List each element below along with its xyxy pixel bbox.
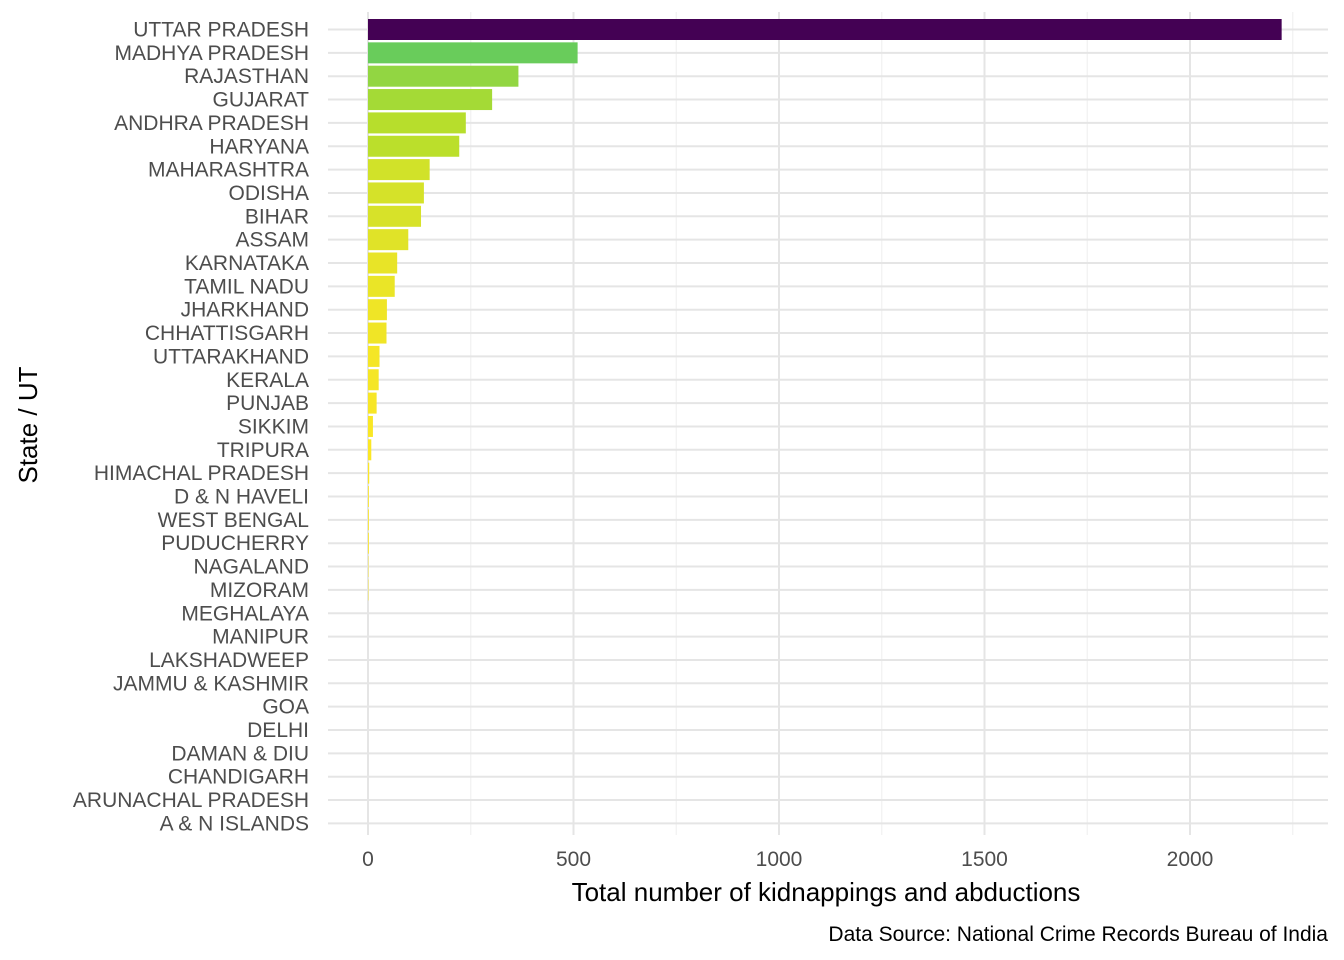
x-axis-tick-labels: 0 500 1000 1500 2000	[362, 848, 1213, 871]
y-tick-label: ASSAM	[235, 229, 309, 252]
y-tick-label: TAMIL NADU	[184, 275, 309, 298]
y-tick-label: DELHI	[247, 719, 309, 742]
y-tick-label: CHANDIGARH	[168, 766, 309, 789]
y-tick-label: WEST BENGAL	[158, 509, 309, 532]
x-axis-title: Total number of kidnappings and abductio…	[572, 877, 1081, 907]
bar-bihar	[368, 205, 422, 227]
y-tick-label: A & N ISLANDS	[160, 812, 309, 835]
bar-puducherry	[368, 532, 369, 554]
bar-uttarakhand	[368, 345, 380, 367]
bar-uttar-pradesh	[368, 19, 1282, 40]
y-tick-label: HARYANA	[209, 135, 309, 158]
bar-tamil-nadu	[368, 275, 395, 297]
bar-jharkhand	[368, 299, 387, 321]
y-tick-label: DAMAN & DIU	[171, 742, 309, 765]
bar-karnataka	[368, 252, 398, 274]
y-tick-label: GOA	[262, 696, 309, 719]
y-tick-label: CHHATTISGARH	[145, 322, 309, 345]
bar-west-bengal	[368, 509, 369, 531]
bar-sikkim	[368, 415, 373, 437]
x-tick-label: 0	[362, 848, 374, 871]
y-tick-label: MANIPUR	[212, 626, 309, 649]
y-tick-label: GUJARAT	[213, 89, 310, 112]
y-tick-label: BIHAR	[245, 205, 309, 228]
bar-kerala	[368, 369, 379, 391]
y-tick-label: TRIPURA	[217, 439, 309, 462]
bar-rajasthan	[368, 65, 519, 87]
bar-maharashtra	[368, 159, 430, 181]
y-tick-label: UTTARAKHAND	[153, 345, 309, 368]
x-tick-label: 1500	[961, 848, 1008, 871]
bar-chhattisgarh	[368, 322, 387, 344]
bar-punjab	[368, 392, 377, 414]
bar-himachal-pradesh	[368, 462, 370, 484]
x-tick-label: 1000	[756, 848, 803, 871]
y-tick-label: MEGHALAYA	[181, 602, 309, 625]
y-tick-label: UTTAR PRADESH	[133, 19, 309, 42]
bar-gujarat	[368, 89, 493, 111]
x-tick-label: 2000	[1167, 848, 1214, 871]
data-source-caption: Data Source: National Crime Records Bure…	[828, 923, 1328, 946]
bar-d-n-haveli	[368, 486, 369, 507]
y-tick-label: HIMACHAL PRADESH	[94, 462, 309, 485]
y-tick-label: ODISHA	[228, 182, 309, 205]
bar-odisha	[368, 182, 424, 204]
y-tick-label: MIZORAM	[210, 579, 309, 602]
y-tick-label: KERALA	[226, 369, 309, 392]
bars	[368, 19, 1282, 601]
y-tick-label: JAMMU & KASHMIR	[113, 672, 309, 695]
y-axis-title: State / UT	[13, 366, 43, 483]
y-tick-label: SIKKIM	[238, 415, 309, 438]
bar-madhya-pradesh	[368, 42, 578, 64]
y-tick-label: ARUNACHAL PRADESH	[73, 789, 309, 812]
gridlines	[328, 12, 1328, 835]
y-tick-label: RAJASTHAN	[184, 65, 309, 88]
y-tick-label: PUNJAB	[226, 392, 309, 415]
y-tick-label: D & N HAVELI	[174, 486, 309, 509]
y-tick-label: PUDUCHERRY	[161, 532, 309, 555]
y-tick-label: ANDHRA PRADESH	[114, 112, 309, 135]
y-tick-label: KARNATAKA	[185, 252, 309, 275]
bar-tripura	[368, 439, 372, 461]
y-tick-label: NAGALAND	[193, 556, 309, 579]
bar-haryana	[368, 135, 460, 157]
y-tick-label: JHARKHAND	[181, 299, 309, 322]
bar-andhra-pradesh	[368, 112, 466, 134]
bar-assam	[368, 229, 409, 251]
y-tick-label: MADHYA PRADESH	[115, 42, 310, 65]
y-tick-label: LAKSHADWEEP	[149, 649, 309, 672]
x-tick-label: 500	[556, 848, 591, 871]
y-tick-label: MAHARASHTRA	[148, 159, 309, 182]
